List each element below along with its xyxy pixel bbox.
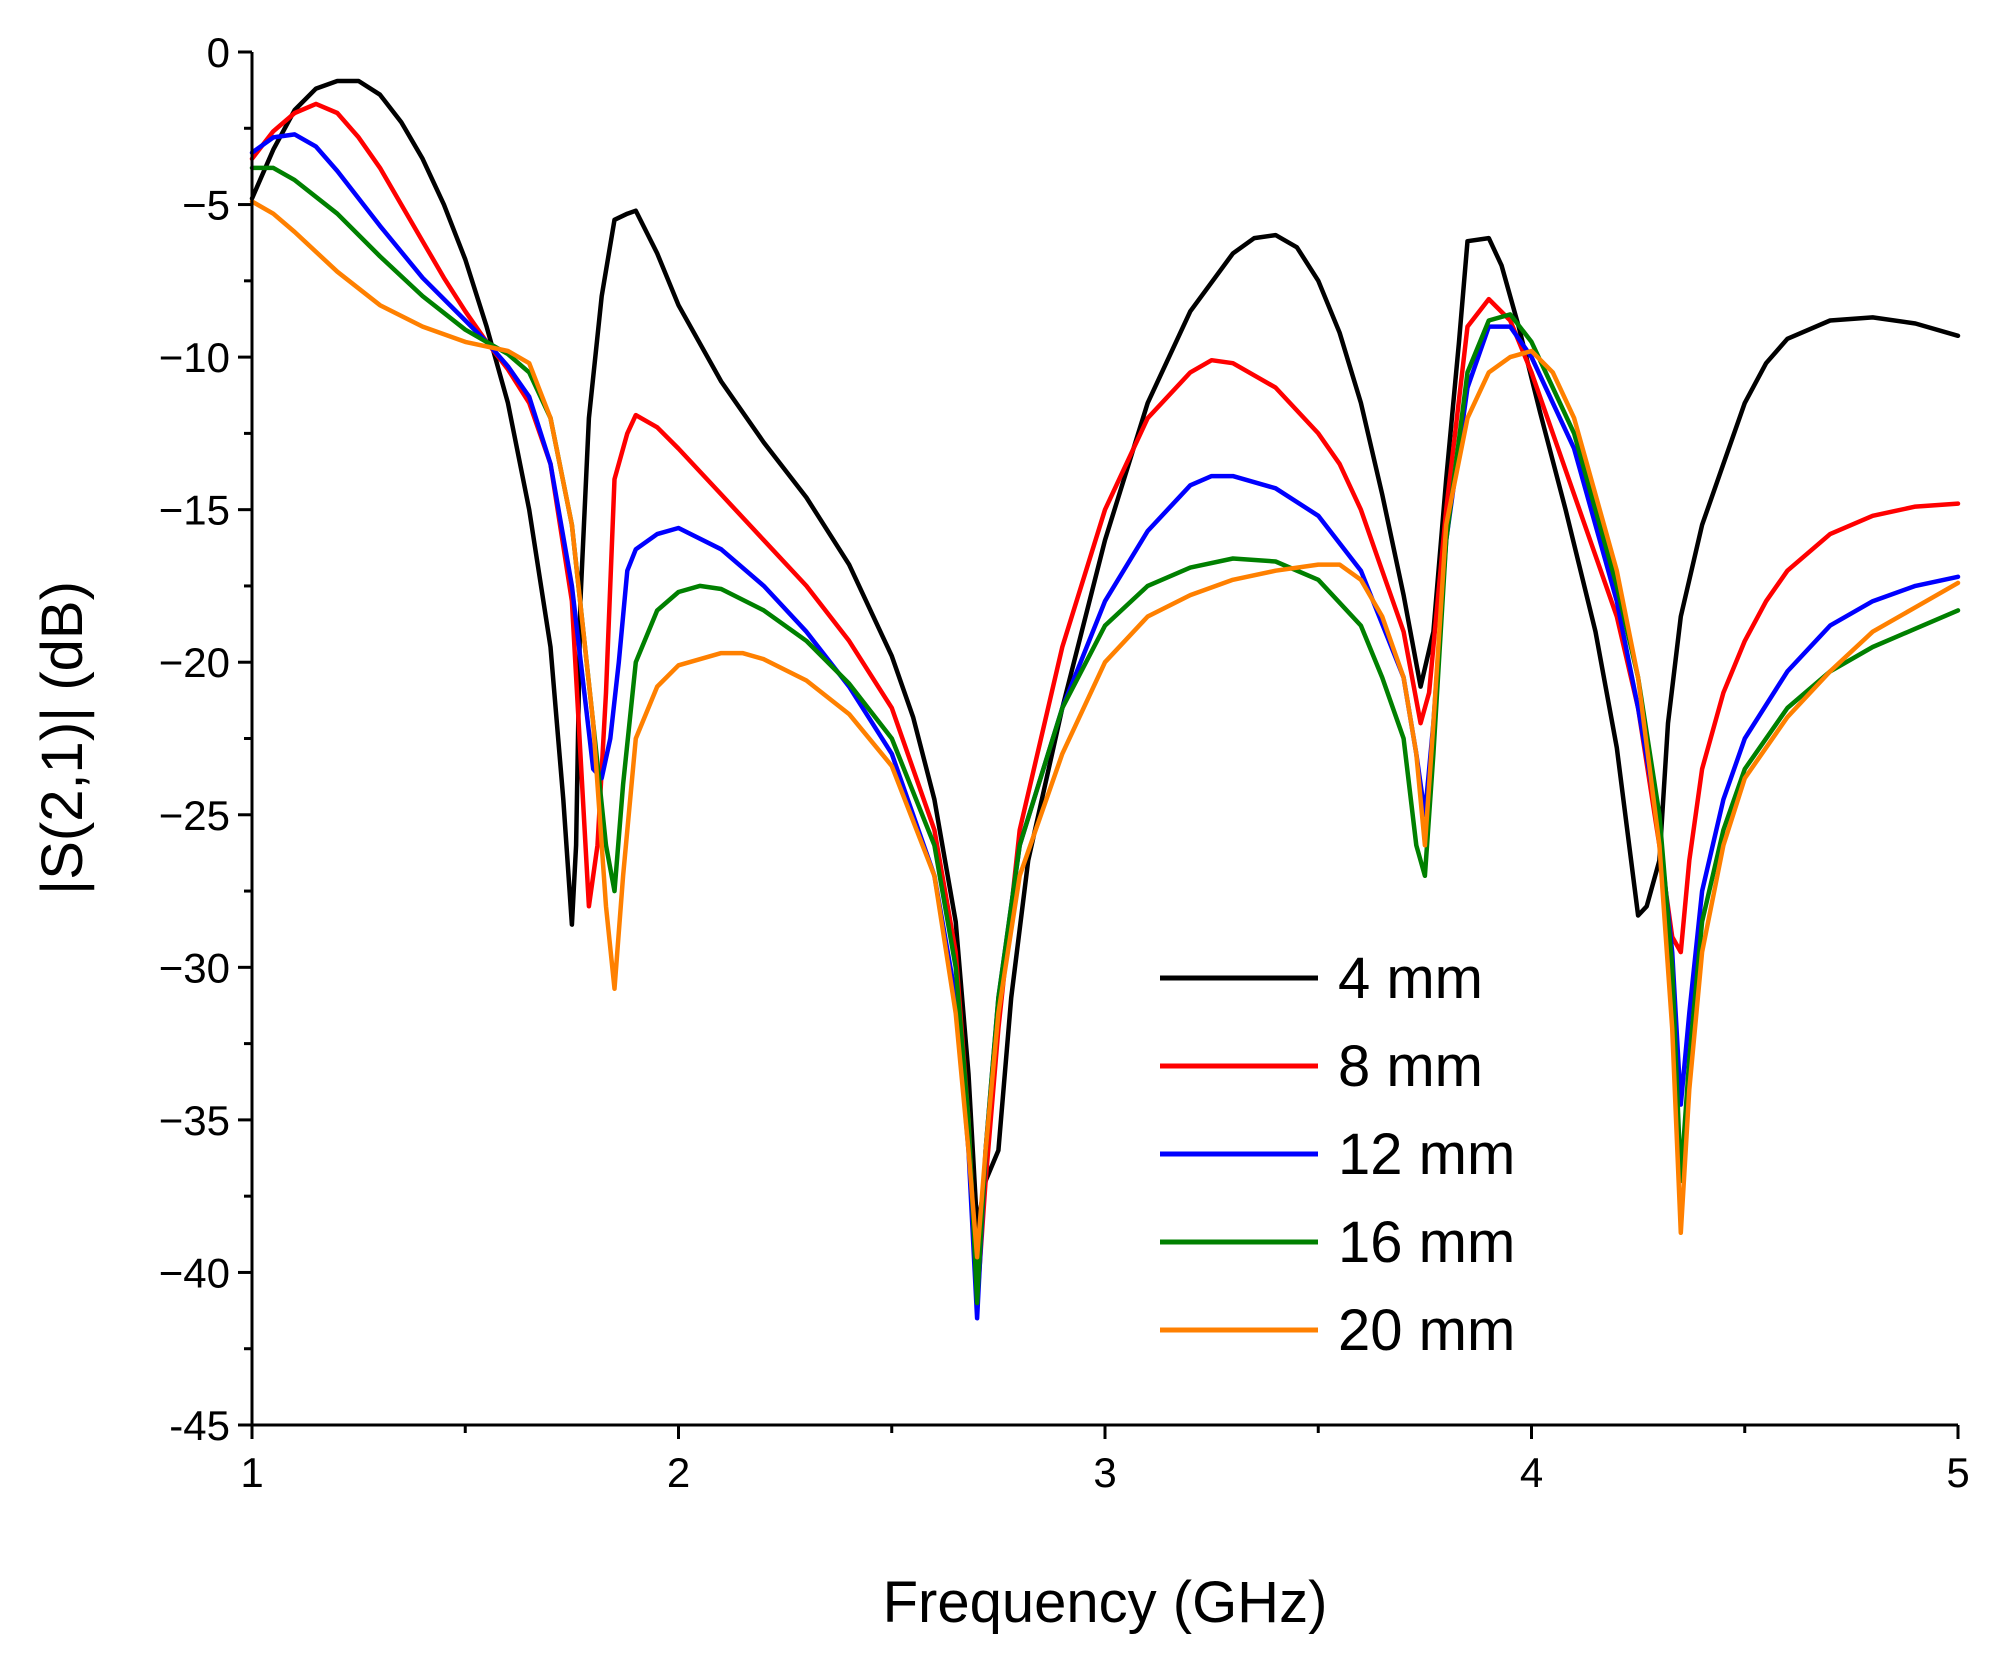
y-tick-label: −35 (159, 1097, 230, 1144)
series-line-1 (249, 78, 1961, 1229)
y-tick-label: −30 (159, 944, 230, 991)
y-tick-label: −5 (182, 182, 230, 229)
y-tick-label: −15 (159, 487, 230, 534)
legend-label: 8 mm (1338, 1034, 1483, 1099)
series-line-3 (249, 132, 1961, 1321)
legend: 4 mm 8 mm 12 mm 16 mm 20 mm (1160, 946, 1515, 1363)
x-tick-label: 5 (1946, 1449, 1969, 1496)
series-line-5 (249, 199, 1961, 1260)
y-tick-label: −20 (159, 639, 230, 686)
legend-label: 20 mm (1338, 1298, 1515, 1363)
x-tick-label: 2 (667, 1449, 690, 1496)
series-layer (249, 78, 1961, 1321)
y-axis-title: |S(2,1)| (dB) (30, 581, 95, 895)
legend-item: 4 mm (1160, 946, 1483, 1011)
axes-layer (250, 52, 1958, 1427)
legend-label: 12 mm (1338, 1122, 1515, 1187)
series-line-2 (249, 101, 1961, 1306)
series-line-4 (249, 165, 1961, 1306)
legend-item: 8 mm (1160, 1034, 1483, 1099)
y-tick-label: −25 (159, 792, 230, 839)
legend-item: 12 mm (1160, 1122, 1515, 1187)
legend-label: 16 mm (1338, 1210, 1515, 1275)
legend-item: 16 mm (1160, 1210, 1515, 1275)
ticks-layer: 0 −5 −10 −15 −20 −25 −30 −35 −40 -451 2 3 4 5 (159, 29, 1970, 1496)
y-tick-label: 0 (207, 29, 230, 76)
y-tick-label: -45 (169, 1402, 230, 1449)
x-tick-label: 3 (1093, 1449, 1116, 1496)
x-tick-label: 1 (240, 1449, 263, 1496)
y-tick-label: −40 (159, 1249, 230, 1296)
x-axis-title: Frequency (GHz) (883, 1570, 1328, 1635)
legend-item: 20 mm (1160, 1298, 1515, 1363)
y-tick-label: −10 (159, 334, 230, 381)
legend-label: 4 mm (1338, 946, 1483, 1011)
x-tick-label: 4 (1520, 1449, 1543, 1496)
